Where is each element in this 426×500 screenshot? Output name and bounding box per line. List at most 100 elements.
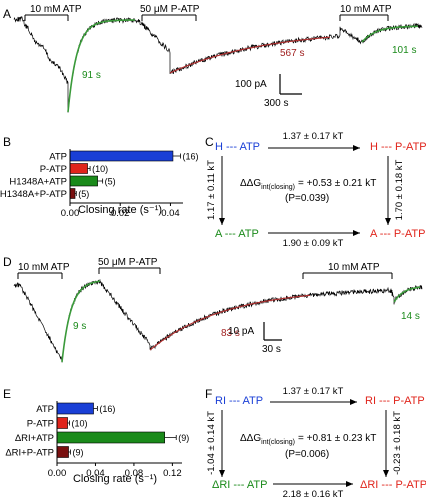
tau-d3: 14 s <box>401 311 420 322</box>
energy-top-c: 1.37 ± 0.17 kT <box>283 131 344 142</box>
panel-e: E ATP (16) P-ATP (10) ΔRI+ATP (9) ΔRI+P-ATP (9)… <box>3 387 189 485</box>
fit-curve-d1 <box>61 280 101 363</box>
bar-d3-label: 10 mM ATP <box>328 262 380 273</box>
error-bar-chart-e-3 <box>68 449 71 455</box>
bar-chart-e: ATP (16)P-ATP (10)ΔRI+ATP (9)ΔRI+P-ATP (9)0.… <box>5 401 189 479</box>
arrowhead-left-f <box>219 470 225 477</box>
category-label-chart-b-0: ATP <box>49 152 67 163</box>
bar-chart-e-1 <box>56 417 68 429</box>
n-label-chart-b-1: (10) <box>92 164 108 174</box>
energy-left-f: -1.04 ± 0.14 kT <box>206 411 217 475</box>
category-label-chart-e-2: ΔRI+ATP <box>15 433 54 444</box>
energy-right-c: 1.70 ± 0.18 kT <box>394 159 405 220</box>
x-axis-label-e: Closing rate (s⁻¹) <box>73 473 157 485</box>
error-bar-chart-e-2 <box>164 435 177 440</box>
error-bar-chart-b-0 <box>172 153 181 159</box>
panel-label-c: C <box>205 135 214 149</box>
n-label-chart-e-1: (10) <box>72 419 88 429</box>
n-label-chart-e-0: (16) <box>99 404 115 414</box>
category-label-chart-e-3: ΔRI+P-ATP <box>5 448 54 459</box>
bar-chart-b-3 <box>69 188 76 199</box>
n-label-chart-b-2: (5) <box>105 177 116 187</box>
panel-b: B ATP (16) P-ATP (10) H1348A+ATP (5) H1348A+P-… <box>0 135 199 219</box>
tau-a2: 567 s <box>280 48 304 59</box>
bar-a2-label: 50 μM P-ATP <box>140 4 200 15</box>
fit-curve-a1 <box>67 19 135 113</box>
arrowhead-left-c <box>219 218 225 225</box>
category-label-chart-e-0: ATP <box>36 404 54 415</box>
tau-d1: 9 s <box>73 321 86 332</box>
panel-f: F RI --- ATP RI --- P-ATP ΔRI --- ATP ΔR… <box>205 386 426 500</box>
arrowhead-right-c <box>385 218 391 225</box>
energy-bottom-f: 2.18 ± 0.16 kT <box>283 489 344 500</box>
delta-g-c: ΔΔGint(closing) = +0.53 ± 0.21 kT <box>240 178 376 191</box>
state-bottom-right-c: A --- P-ATP <box>370 228 425 240</box>
category-label-chart-b-2: H1348A+ATP <box>9 177 67 188</box>
bar-d1-label: 10 mM ATP <box>18 262 70 273</box>
x-axis-label-b: Closing rate (s⁻¹) <box>78 204 162 216</box>
bar-chart-b-2 <box>69 175 98 187</box>
category-label-chart-e-1: P-ATP <box>27 419 54 430</box>
panel-label-d: D <box>3 255 12 269</box>
error-bar-chart-b-2 <box>97 178 104 184</box>
bar-chart-e-2 <box>56 431 165 444</box>
arrowhead-bottom-c <box>353 230 360 236</box>
error-bar-chart-b-1 <box>87 166 91 171</box>
panel-label-e: E <box>3 387 11 401</box>
error-bar-chart-b-3 <box>75 191 77 196</box>
n-label-chart-b-3: (5) <box>78 189 89 199</box>
scale-label-x-d: 30 s <box>262 344 281 355</box>
scale-label-y-d: 10 pA <box>228 326 254 337</box>
x-tick-label-chart-b-1: 0.02 <box>111 208 130 219</box>
arrowhead-bottom-f <box>346 481 353 487</box>
x-tick-label-chart-e-2: 0.08 <box>125 468 144 479</box>
state-bottom-right-f: ΔRI --- P-ATP <box>360 479 426 491</box>
n-label-chart-b-0: (16) <box>182 152 198 162</box>
x-tick-label-chart-b-2: 0.04 <box>161 208 180 219</box>
n-label-chart-e-3: (9) <box>72 448 83 458</box>
scale-label-x-a: 300 s <box>264 98 288 109</box>
bar-a3-label: 10 mM ATP <box>340 4 392 15</box>
bar-a1-label: 10 mM ATP <box>30 4 82 15</box>
delta-g-f: ΔΔGint(closing) = +0.81 ± 0.23 kT <box>240 433 376 446</box>
error-bar-chart-e-1 <box>67 420 70 426</box>
fit-curve-a3 <box>361 25 418 43</box>
arrowhead-right-f <box>383 470 389 477</box>
error-bar-chart-e-0 <box>93 406 98 411</box>
panel-c: C H --- ATP H --- P-ATP A --- ATP A --- … <box>205 131 426 249</box>
category-label-chart-b-1: P-ATP <box>40 164 67 175</box>
p-value-f: (P=0.006) <box>285 449 329 460</box>
x-tick-label-chart-e-0: 0.00 <box>48 468 67 479</box>
x-tick-label-chart-b-0: 0.00 <box>61 208 80 219</box>
energy-left-c: 1.17 ± 0.11 kT <box>206 160 217 220</box>
fit-curve-a2 <box>169 36 331 74</box>
bar-chart-b-1 <box>69 163 88 174</box>
state-bottom-left-c: A --- ATP <box>215 228 259 240</box>
bar-chart-e-3 <box>56 446 69 458</box>
panel-d: D 10 mM ATP 50 μM P-ATP 10 mM ATP 9 s 83… <box>3 255 423 363</box>
panel-label-a: A <box>3 7 11 21</box>
energy-right-f: -0.23 ± 0.18 kT <box>392 411 403 475</box>
arrowhead-top-f <box>350 399 357 405</box>
panel-a: A 10 mM ATP 50 μM P-ATP 10 mM ATP 91 s 5… <box>3 4 423 113</box>
p-value-c: (P=0.039) <box>285 193 329 204</box>
current-trace-d <box>13 279 423 363</box>
bar-chart-b: ATP (16) P-ATP (10) H1348A+ATP (5) H1348A+P-AT… <box>0 149 199 219</box>
panel-label-f: F <box>205 387 212 401</box>
bar-chart-e-0 <box>56 402 94 415</box>
bar-chart-b-0 <box>69 150 174 162</box>
energy-top-f: 1.37 ± 0.17 kT <box>283 386 344 397</box>
x-tick-label-chart-e-3: 0.12 <box>163 468 182 479</box>
fit-curve-d2 <box>149 294 311 351</box>
tau-a3: 101 s <box>392 45 416 56</box>
fit-curve-d3 <box>393 286 421 303</box>
x-tick-label-chart-e-1: 0.04 <box>86 468 105 479</box>
state-bottom-left-f: ΔRI --- ATP <box>212 479 267 491</box>
scale-label-y-a: 100 pA <box>235 79 267 90</box>
category-label-chart-b-3: H1348A+P-ATP <box>0 189 67 200</box>
tau-d2: 83 s <box>221 328 240 339</box>
arrowhead-top-c <box>353 145 360 151</box>
tau-a1: 91 s <box>82 70 101 81</box>
state-top-right-f: RI --- P-ATP <box>365 395 425 407</box>
